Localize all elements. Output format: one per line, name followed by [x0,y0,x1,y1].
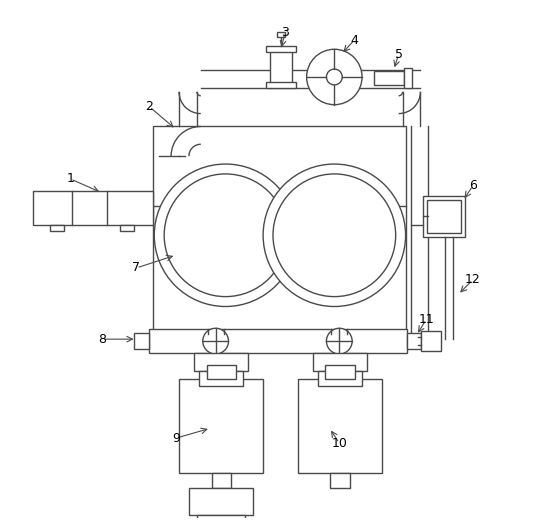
Text: 1: 1 [66,172,74,185]
Bar [374,71,404,85]
Circle shape [307,49,362,105]
Bar [325,365,355,379]
Bar [266,82,296,88]
Circle shape [164,174,287,296]
Circle shape [263,164,405,306]
Bar [421,331,441,351]
Circle shape [273,174,395,296]
Circle shape [327,328,352,354]
Bar [330,473,350,488]
Bar [212,473,231,488]
Bar [207,365,236,379]
Bar [50,226,64,231]
Bar [423,196,465,237]
Text: 8: 8 [98,332,106,345]
Bar [153,127,405,334]
Text: 11: 11 [418,313,434,326]
Bar [266,46,296,52]
Text: 7: 7 [132,262,141,275]
Circle shape [203,328,229,354]
Bar [179,379,263,473]
Text: 5: 5 [394,48,403,61]
Text: 10: 10 [331,437,347,450]
Bar [298,379,382,473]
Text: 4: 4 [350,34,358,47]
Text: 12: 12 [465,274,481,287]
Bar [199,371,243,386]
Text: 3: 3 [281,26,289,39]
Circle shape [327,69,342,85]
Bar [277,32,285,38]
Bar [406,333,421,349]
Bar [194,353,248,371]
Bar [33,191,153,226]
Bar [135,333,149,349]
Text: 6: 6 [469,179,477,192]
Bar [120,226,133,231]
Bar [404,68,411,88]
Bar [312,353,367,371]
Text: 9: 9 [172,431,180,444]
Text: 2: 2 [146,100,153,113]
Bar [317,371,362,386]
Bar [189,488,253,515]
Bar [270,50,292,84]
Bar [427,200,461,233]
Bar [149,329,406,353]
Circle shape [154,164,297,306]
Bar [197,515,245,521]
